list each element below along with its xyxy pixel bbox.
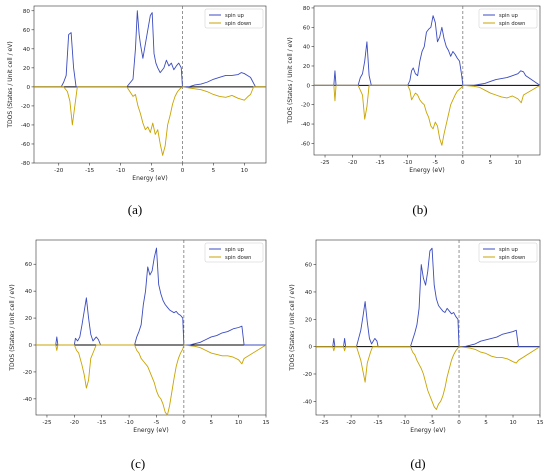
x-tick-label: -15 [374,420,384,426]
x-tick-label: 0 [461,160,465,166]
y-tick-label: 20 [303,64,311,70]
y-tick-label: 0 [308,345,312,351]
x-tick-label: 5 [484,420,488,426]
legend-entry: spin down [499,21,525,27]
y-tick-label: 40 [303,45,311,51]
legend-entry: spin up [225,247,245,253]
x-tick-label: 0 [457,420,461,426]
legend-entry: spin down [225,255,251,261]
x-tick-label: 5 [212,168,216,174]
x-tick-label: 10 [241,168,249,174]
x-tick-label: -5 [154,420,160,426]
x-tick-label: -10 [116,168,126,174]
x-tick-label: 5 [489,160,493,166]
panel-label: (d) [410,456,425,471]
y-tick-label: 60 [23,28,31,34]
y-tick-label: -40 [23,397,33,403]
y-axis-label: TDOS (States / Unit cell / eV) [9,284,16,371]
chart-panel-4: -25 -20 -15 -10 -5 0 5 10 15 -40 -20 0 20 40 60 Energy … [289,239,544,471]
y-tick-label: 80 [303,6,311,12]
x-tick-label: -10 [125,420,135,426]
y-tick-label: 20 [23,66,31,72]
legend-entry: spin down [499,255,525,261]
series-line-spin-down [316,346,541,410]
x-tick-label: -5 [432,160,438,166]
y-tick-label: 60 [25,262,33,268]
y-tick-label: 0 [28,343,32,349]
panel-label: (a) [128,202,142,217]
x-tick-label: 15 [262,420,270,426]
legend-entry: spin up [499,13,519,19]
y-tick-label: 80 [23,9,31,15]
x-tick-label: 10 [514,160,522,166]
y-tick-label: -20 [301,103,311,109]
y-tick-label: -80 [21,161,31,167]
y-tick-label: -20 [21,104,31,110]
y-axis-label: TDOS (States / Unit cell / eV) [7,41,14,128]
x-tick-label: 0 [181,168,185,174]
y-tick-label: -60 [301,141,311,147]
x-tick-label: -25 [320,160,330,166]
y-tick-label: -60 [21,142,31,148]
x-tick-label: -20 [70,420,80,426]
panel-label: (c) [131,456,145,471]
legend-entry: spin up [225,13,245,19]
panel-label: (b) [412,202,427,217]
x-tick-label: 5 [209,420,213,426]
y-axis-label: TDOS (States / Unit cell / eV) [287,37,294,124]
plot-frame [313,5,541,156]
x-tick-label: -20 [54,168,64,174]
x-axis-label: Energy (eV) [132,175,167,182]
x-tick-label: -20 [348,160,358,166]
y-tick-label: -40 [301,122,311,128]
x-tick-label: -15 [97,420,107,426]
plot-frame [33,5,267,164]
x-tick-label: -15 [85,168,95,174]
y-tick-label: 60 [305,263,313,269]
legend-entry: spin down [225,21,251,27]
plot-frame [35,239,267,416]
series-line-spin-down [34,86,266,156]
plot-frame [315,239,541,416]
x-tick-label: -5 [149,168,155,174]
y-tick-label: 40 [305,290,313,296]
x-axis-label: Energy (eV) [133,427,168,434]
y-tick-label: 0 [306,83,310,89]
y-tick-label: 40 [23,47,31,53]
chart-panel-3: -25 -20 -15 -10 -5 0 5 10 15 -40 -20 0 20 40 60 Energy … [9,239,270,471]
x-tick-label: -10 [403,160,413,166]
y-axis-label: TDOS (States / Unit cell / eV) [289,284,296,371]
x-tick-label: -10 [400,420,410,426]
x-tick-label: 15 [536,420,544,426]
x-tick-label: -20 [347,420,357,426]
y-tick-label: 20 [305,317,313,323]
x-tick-label: -5 [429,420,435,426]
y-tick-label: -20 [23,370,33,376]
x-axis-label: Energy (eV) [410,427,445,434]
chart-panel-1: -20 -15 -10 -5 0 5 10 -80 -60 -40 -20 0 20 40 60 80 Ener… [7,5,267,217]
y-tick-label: -40 [21,123,31,129]
series-line-spin-up [36,247,266,346]
series-line-spin-up [314,15,541,86]
x-tick-label: 10 [235,420,243,426]
series-line-spin-up [316,247,540,348]
x-tick-label: -15 [376,160,386,166]
legend-entry: spin up [499,247,519,253]
y-tick-label: -20 [303,372,313,378]
y-tick-label: 60 [303,25,311,31]
series-line-spin-down [314,84,541,146]
x-tick-label: -25 [320,420,330,426]
y-tick-label: 0 [26,85,30,91]
y-tick-label: 20 [25,316,33,322]
chart-panel-2: -25 -20 -15 -10 -5 0 5 10 -60 -40 -20 0 20 40 60 80 Ener… [287,5,541,217]
y-tick-label: -40 [303,399,313,405]
x-tick-label: -25 [42,420,52,426]
y-tick-label: 40 [25,289,33,295]
x-axis-label: Energy (eV) [409,167,444,174]
x-tick-label: 0 [182,420,186,426]
x-tick-label: 10 [509,420,517,426]
series-line-spin-down [36,344,267,416]
